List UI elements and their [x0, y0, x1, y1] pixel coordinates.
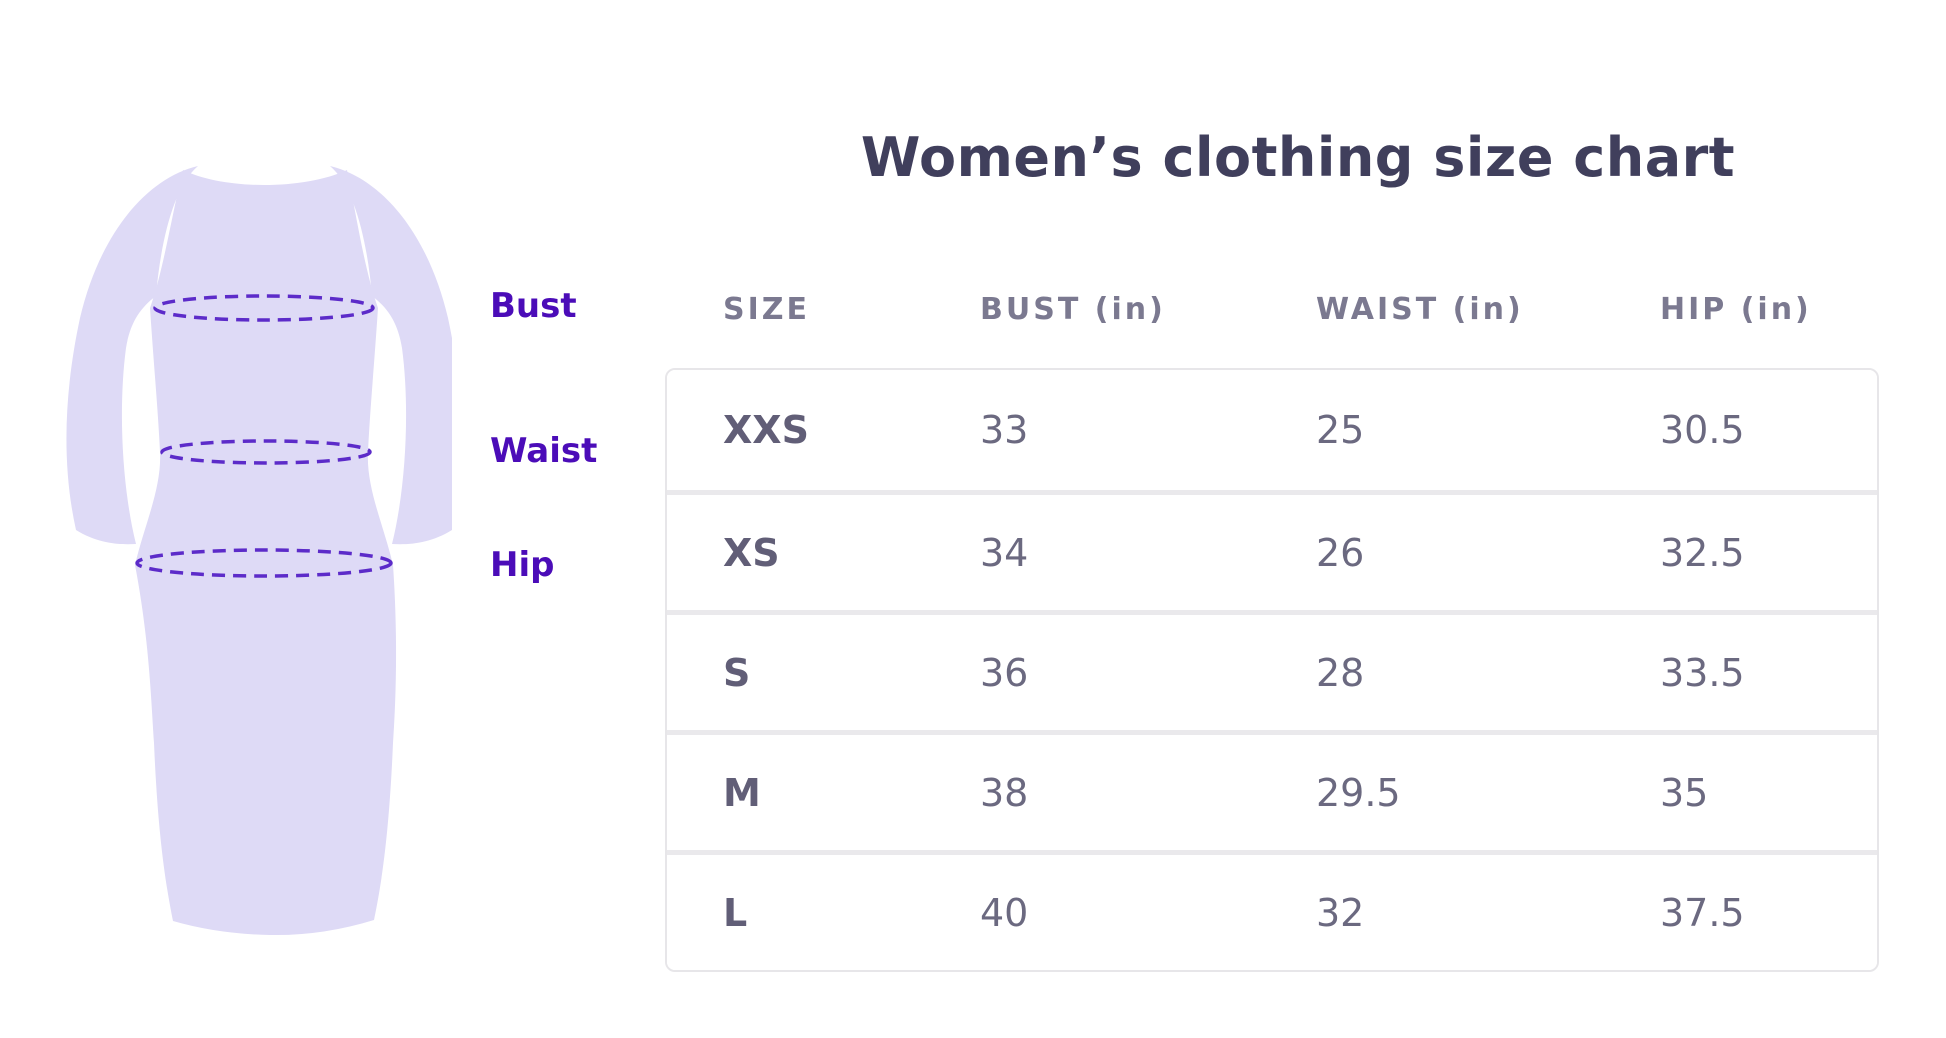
cell-size: M: [723, 770, 761, 815]
cell-waist: 32: [1316, 890, 1365, 935]
table-row: M 38 29.5 35: [667, 730, 1877, 850]
hip-label: Hip: [490, 545, 555, 585]
size-table: XXS 33 25 30.5 XS 34 26 32.5 S 36 28 33.…: [665, 368, 1879, 972]
column-header-bust: BUST (in): [980, 292, 1166, 327]
cell-waist: 25: [1316, 408, 1365, 452]
column-header-waist: WAIST (in): [1316, 292, 1524, 327]
cell-size: XXS: [723, 408, 809, 452]
page-title: Women’s clothing size chart: [860, 126, 1736, 189]
cell-bust: 36: [980, 650, 1029, 695]
cell-size: XS: [723, 530, 780, 575]
table-row: L 40 32 37.5: [667, 850, 1877, 970]
cell-waist: 28: [1316, 650, 1365, 695]
cell-waist: 29.5: [1316, 770, 1401, 815]
table-row: XS 34 26 32.5: [667, 490, 1877, 610]
cell-hip: 30.5: [1660, 408, 1745, 452]
cell-hip: 32.5: [1660, 530, 1745, 575]
cell-size: L: [723, 890, 748, 935]
cell-hip: 33.5: [1660, 650, 1745, 695]
waist-measure-line: [160, 439, 372, 465]
column-header-hip: HIP (in): [1660, 292, 1812, 327]
cell-size: S: [723, 650, 751, 695]
column-header-size: SIZE: [723, 292, 811, 327]
table-header-row: SIZE BUST (in) WAIST (in) HIP (in): [667, 292, 1877, 327]
cell-waist: 26: [1316, 530, 1365, 575]
dress-illustration: [66, 166, 452, 936]
dress-left-sleeve: [66, 166, 198, 545]
dress-right-sleeve: [330, 166, 452, 545]
cell-hip: 37.5: [1660, 890, 1745, 935]
cell-bust: 38: [980, 770, 1029, 815]
waist-label: Waist: [490, 431, 598, 471]
table-row: S 36 28 33.5: [667, 610, 1877, 730]
cell-hip: 35: [1660, 770, 1709, 815]
dress-body: [135, 170, 397, 936]
bust-label: Bust: [490, 286, 577, 326]
cell-bust: 34: [980, 530, 1029, 575]
cell-bust: 33: [980, 408, 1029, 452]
table-row: XXS 33 25 30.5: [667, 370, 1877, 490]
cell-bust: 40: [980, 890, 1029, 935]
bust-measure-line: [153, 294, 375, 322]
hip-measure-line: [135, 548, 393, 578]
